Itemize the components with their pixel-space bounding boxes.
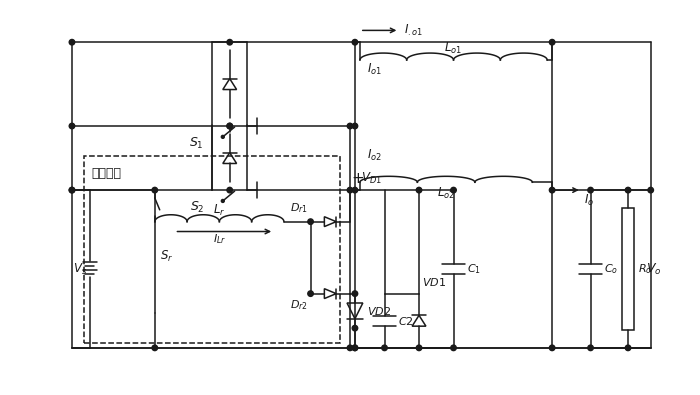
Text: $C_o$: $C_o$ bbox=[604, 262, 619, 276]
Circle shape bbox=[625, 187, 631, 193]
Circle shape bbox=[227, 123, 232, 129]
Circle shape bbox=[227, 187, 232, 193]
Circle shape bbox=[152, 345, 158, 351]
Text: $I_o$: $I_o$ bbox=[584, 192, 594, 207]
Circle shape bbox=[227, 123, 232, 129]
Bar bbox=[622, 208, 634, 330]
Circle shape bbox=[347, 345, 353, 351]
Circle shape bbox=[69, 187, 75, 193]
Circle shape bbox=[550, 187, 555, 193]
Circle shape bbox=[227, 40, 232, 45]
Text: $I_{Lr}$: $I_{Lr}$ bbox=[213, 233, 226, 246]
Text: $C_1$: $C_1$ bbox=[468, 262, 482, 276]
Circle shape bbox=[308, 291, 314, 296]
Circle shape bbox=[588, 187, 594, 193]
Circle shape bbox=[588, 345, 594, 351]
Circle shape bbox=[416, 345, 422, 351]
Circle shape bbox=[69, 40, 75, 45]
Text: $V_{D1}$: $V_{D1}$ bbox=[361, 171, 382, 186]
Text: $L_r$: $L_r$ bbox=[214, 203, 225, 218]
Circle shape bbox=[451, 187, 456, 193]
Circle shape bbox=[347, 187, 353, 193]
Circle shape bbox=[69, 123, 75, 129]
Text: $D_{r1}$: $D_{r1}$ bbox=[290, 201, 307, 215]
Text: $L_{o2}$: $L_{o2}$ bbox=[437, 186, 455, 201]
Text: $S_r$: $S_r$ bbox=[160, 248, 173, 264]
Circle shape bbox=[352, 291, 358, 296]
Circle shape bbox=[648, 187, 654, 193]
Circle shape bbox=[550, 345, 555, 351]
Text: 辅助电路: 辅助电路 bbox=[92, 167, 122, 181]
Text: $VD1$: $VD1$ bbox=[422, 276, 446, 288]
Circle shape bbox=[221, 135, 224, 138]
Circle shape bbox=[352, 40, 358, 45]
Text: $S_1$: $S_1$ bbox=[190, 136, 204, 151]
Text: $S_2$: $S_2$ bbox=[190, 200, 204, 215]
Text: $R_o$: $R_o$ bbox=[638, 262, 652, 276]
Circle shape bbox=[352, 345, 358, 351]
Circle shape bbox=[416, 187, 422, 193]
Text: +: + bbox=[351, 171, 364, 186]
Text: $C2$: $C2$ bbox=[398, 315, 414, 327]
Text: $I_{o2}$: $I_{o2}$ bbox=[367, 148, 382, 163]
Circle shape bbox=[352, 345, 358, 351]
Text: $D_{r2}$: $D_{r2}$ bbox=[290, 299, 307, 312]
Text: $I_{o1}$: $I_{o1}$ bbox=[367, 62, 382, 77]
Circle shape bbox=[352, 187, 358, 193]
Circle shape bbox=[550, 40, 555, 45]
Circle shape bbox=[308, 219, 314, 224]
Text: $I_{.o1}$: $I_{.o1}$ bbox=[404, 23, 424, 38]
Text: $V_s$: $V_s$ bbox=[73, 261, 87, 276]
Circle shape bbox=[352, 325, 358, 331]
Circle shape bbox=[451, 345, 456, 351]
Circle shape bbox=[152, 187, 158, 193]
Circle shape bbox=[382, 345, 387, 351]
Circle shape bbox=[625, 345, 631, 351]
Text: $V_o$: $V_o$ bbox=[646, 261, 662, 276]
Text: $VD2$: $VD2$ bbox=[367, 305, 391, 317]
Circle shape bbox=[352, 123, 358, 129]
Circle shape bbox=[221, 199, 224, 202]
Circle shape bbox=[69, 187, 75, 193]
Circle shape bbox=[347, 123, 353, 129]
Text: $L_{o1}$: $L_{o1}$ bbox=[444, 41, 463, 56]
